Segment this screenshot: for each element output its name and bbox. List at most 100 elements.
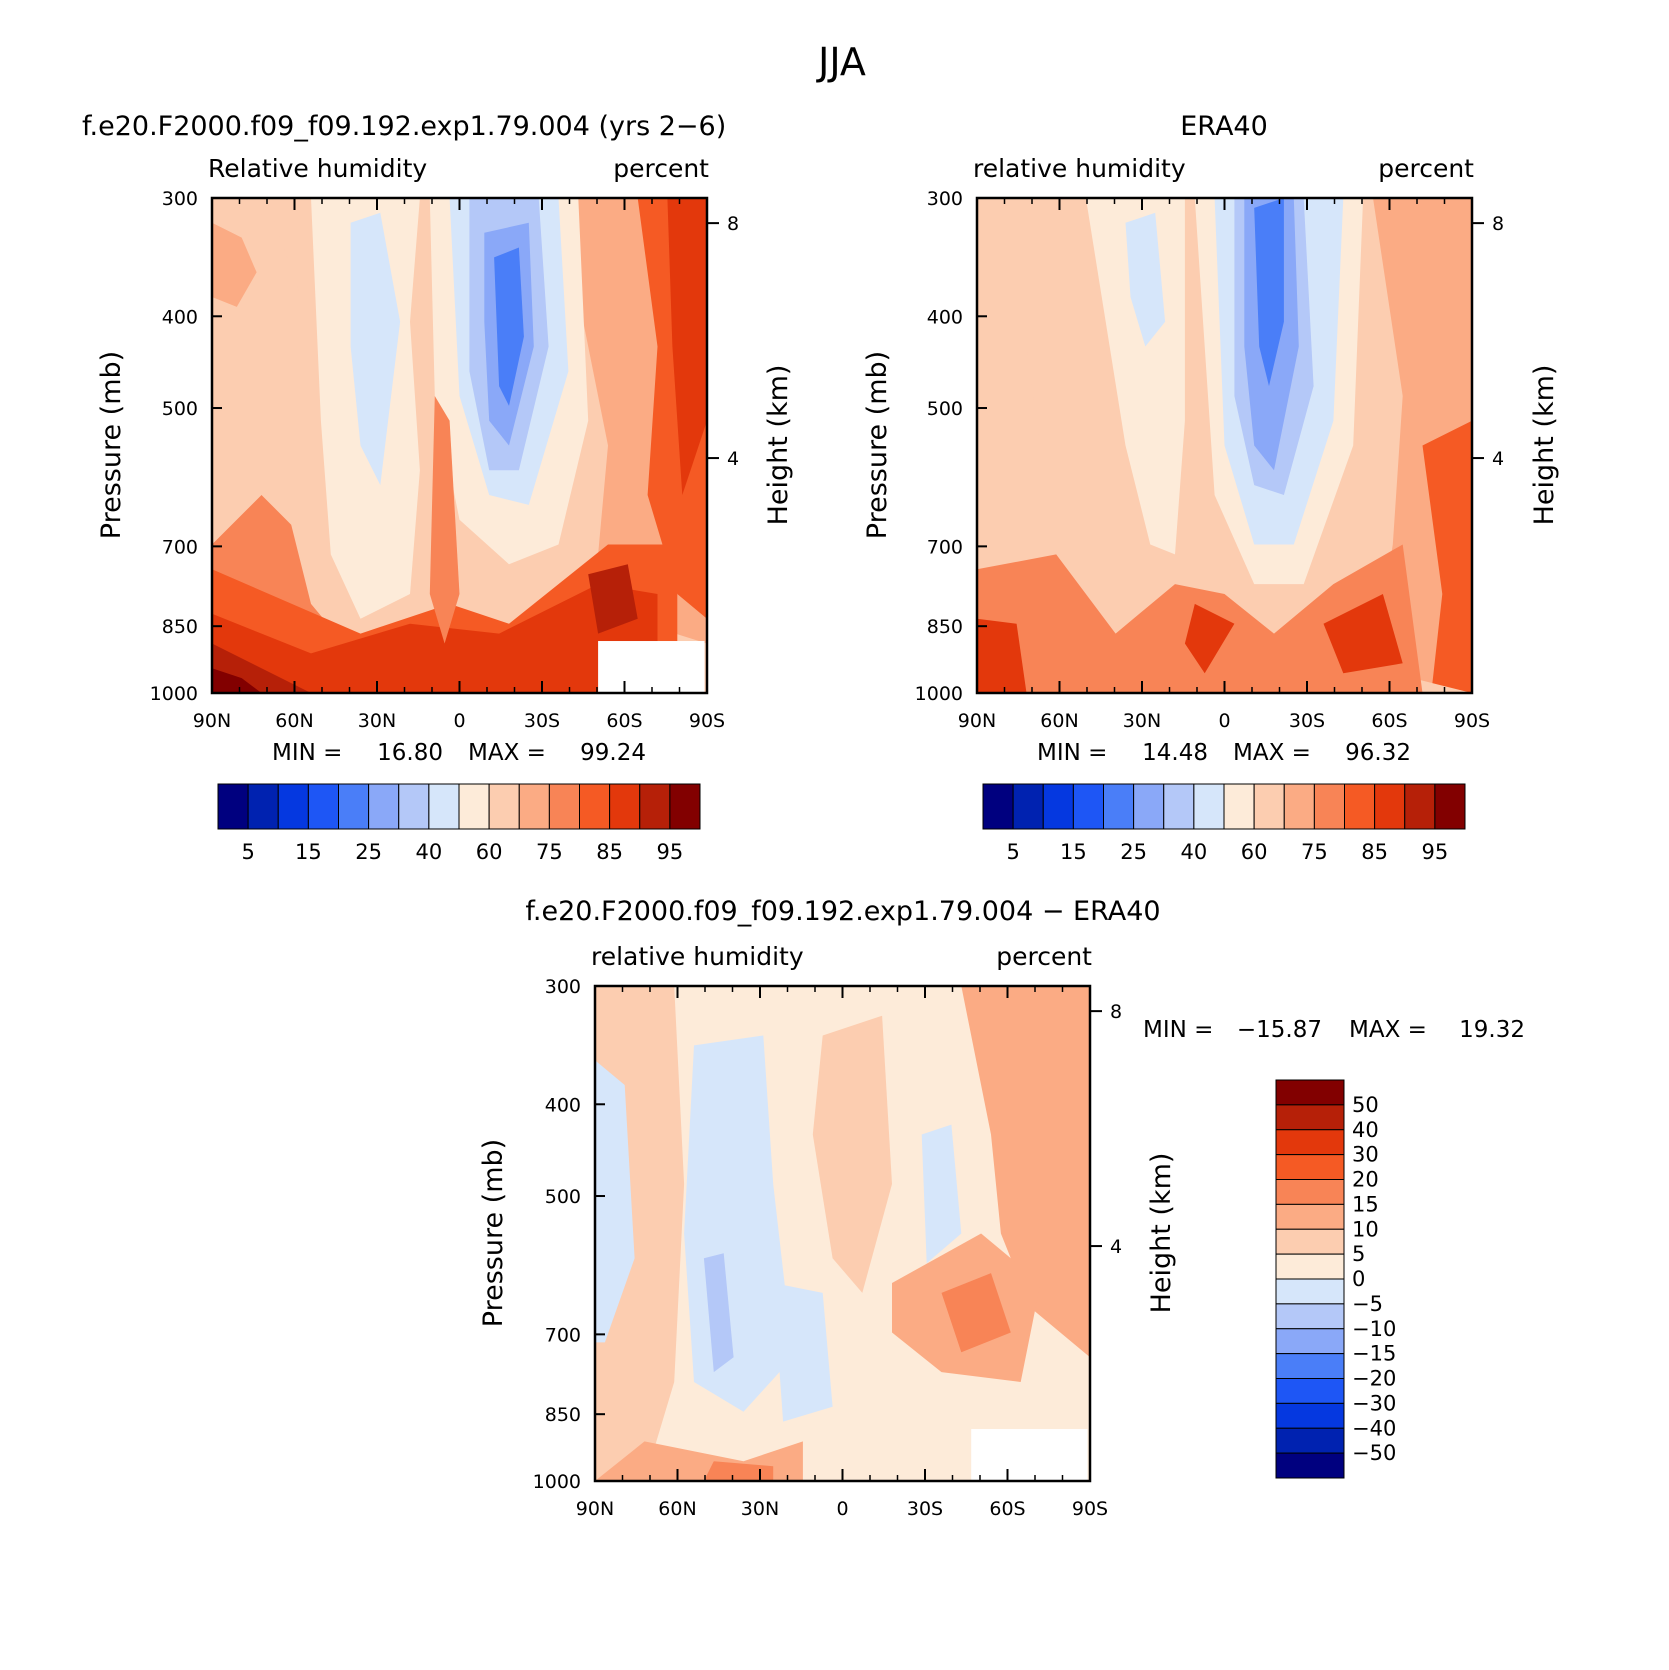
- colorbar-label: −15: [1352, 1342, 1396, 1366]
- y-axis-label: Pressure (mb): [96, 351, 127, 539]
- colorbar: 5 15 25 40 60 75 85 95: [982, 783, 1466, 864]
- x-tick-label: 90S: [1454, 710, 1490, 732]
- contour-region-sfc-85: [212, 584, 658, 693]
- colorbar-box: [982, 783, 1014, 830]
- colorbar-label: 85: [1361, 840, 1388, 864]
- colorbar-box: [277, 783, 309, 830]
- min-label: MIN =: [1143, 1017, 1213, 1043]
- max-value: 99.24: [580, 740, 646, 766]
- panel-model: f.e20.F2000.f09_f09.192.exp1.79.004 (yrs…: [82, 111, 794, 864]
- x-tick-label: 0: [453, 710, 465, 732]
- x-tick-label: 30S: [907, 1498, 943, 1520]
- y-tick-label: 700: [927, 536, 963, 558]
- contour-region-pos-s2: [941, 1273, 1011, 1353]
- y-tick-label: 850: [927, 616, 963, 638]
- x-tick-label: 90S: [1072, 1498, 1108, 1520]
- panel-right-label: percent: [1378, 154, 1474, 183]
- colorbar-box: [518, 783, 550, 830]
- colorbar-label: −10: [1352, 1317, 1396, 1341]
- y2-tick-label: 8: [1110, 1001, 1122, 1023]
- x-tick-label: 30N: [1123, 710, 1161, 732]
- min-value: 14.48: [1142, 740, 1208, 766]
- colorbar-box: [1223, 783, 1255, 830]
- panel-title: f.e20.F2000.f09_f09.192.exp1.79.004 − ER…: [525, 896, 1160, 927]
- colorbar-label: 5: [1352, 1242, 1365, 1266]
- min-label: MIN =: [1037, 740, 1107, 766]
- colorbar-label: −30: [1352, 1391, 1396, 1415]
- max-value: 96.32: [1345, 740, 1411, 766]
- y-tick-label: 500: [545, 1186, 581, 1208]
- y-tick-label: 500: [162, 398, 198, 420]
- contour-region-pos-sfc2: [703, 1461, 774, 1481]
- y2-axis-label: Height (km): [1146, 1153, 1177, 1314]
- contour-region-sub-s5: [1254, 198, 1284, 387]
- colorbar-label: −5: [1352, 1292, 1383, 1316]
- x-tick-label: 0: [1218, 710, 1230, 732]
- y-tick-label: 500: [927, 398, 963, 420]
- colorbar-box: [1275, 1104, 1345, 1131]
- colorbar-box: [1434, 783, 1466, 830]
- colorbar-box: [609, 783, 641, 830]
- contour-region-neg-4: [921, 1124, 962, 1264]
- y-tick-label: 700: [545, 1324, 581, 1346]
- axes: 90N 60N 30N 0 30S 60S 90S 300 400 500 700 850 1000 8 4: [915, 188, 1504, 732]
- colorbar-label: 40: [1181, 840, 1208, 864]
- x-tick-label: 30N: [741, 1498, 779, 1520]
- colorbar-box: [579, 783, 611, 830]
- colorbar-label: 50: [1352, 1093, 1379, 1117]
- colorbar: 5 15 25 40 60 75 85 95: [217, 783, 701, 864]
- colorbar-box: [1275, 1452, 1345, 1479]
- colorbar-label: 95: [657, 840, 684, 864]
- colorbar-label: 75: [536, 840, 563, 864]
- colorbar-box: [548, 783, 580, 830]
- x-tick-label: 60N: [275, 710, 313, 732]
- colorbar-box: [1313, 783, 1345, 830]
- colorbar-box: [1193, 783, 1225, 830]
- x-tick-label: 60S: [606, 710, 642, 732]
- y2-axis-label: Height (km): [1529, 365, 1560, 526]
- colorbar-box: [1103, 783, 1135, 830]
- max-label: MAX =: [468, 740, 546, 766]
- contour-region-south-85: [667, 198, 707, 495]
- colorbar-box: [1275, 1079, 1345, 1106]
- panel-title: f.e20.F2000.f09_f09.192.exp1.79.004 (yrs…: [82, 111, 726, 142]
- colorbar-label: −50: [1352, 1441, 1396, 1465]
- colorbar-label: 10: [1352, 1217, 1379, 1241]
- x-tick-label: 30N: [358, 710, 396, 732]
- colorbar-box: [1275, 1203, 1345, 1230]
- colorbar-box: [1275, 1353, 1345, 1379]
- max-label: MAX =: [1349, 1017, 1427, 1043]
- axes: 90N 60N 30N 0 30S 60S 90S 300 400 500 700 850 1000 8 4: [150, 188, 739, 732]
- colorbar-box: [1275, 1427, 1345, 1454]
- y2-tick-label: 8: [727, 213, 739, 235]
- contour-field: [977, 198, 1472, 693]
- colorbar-label: 20: [1352, 1168, 1379, 1192]
- colorbar-box: [1275, 1129, 1345, 1156]
- contour-region-sfc-85: [977, 618, 1027, 693]
- colorbar-box: [1042, 783, 1074, 830]
- x-tick-label: 90N: [576, 1498, 614, 1520]
- colorbar-label: 25: [355, 840, 382, 864]
- colorbar-label: −20: [1352, 1367, 1396, 1391]
- colorbar-label: 25: [1120, 840, 1147, 864]
- x-tick-label: 0: [836, 1498, 848, 1520]
- colorbar-box: [1374, 783, 1406, 830]
- missing-data-region: [598, 641, 705, 693]
- contour-region-neg-1: [595, 1060, 635, 1343]
- y-tick-label: 1000: [915, 683, 963, 705]
- colorbar-label: 15: [1060, 840, 1087, 864]
- colorbar-box: [368, 783, 400, 830]
- x-tick-label: 90S: [689, 710, 725, 732]
- contour-region-sub-n2: [350, 212, 401, 486]
- y-tick-label: 300: [927, 188, 963, 210]
- colorbar-label: 60: [476, 840, 503, 864]
- colorbar-box: [1275, 1328, 1345, 1355]
- x-tick-label: 60N: [658, 1498, 696, 1520]
- contour-region-itcz: [1184, 603, 1235, 674]
- colorbar-label: 30: [1352, 1143, 1379, 1167]
- colorbar-box: [1275, 1303, 1345, 1330]
- y2-axis-label: Height (km): [763, 365, 794, 526]
- x-tick-label: 90N: [958, 710, 996, 732]
- panel-title: ERA40: [1180, 111, 1268, 142]
